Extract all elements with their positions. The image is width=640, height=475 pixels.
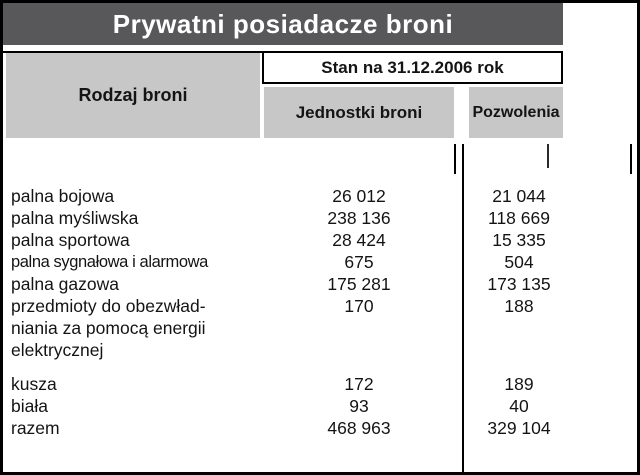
permits-value: 40	[509, 396, 529, 416]
table-row: palna sportowa 28 424 15 335	[3, 229, 637, 251]
row-label: przedmioty do obezwład- niania za pomocą…	[11, 296, 206, 360]
units-value: 175 281	[327, 274, 391, 294]
units-value: 238 136	[327, 208, 391, 228]
table-row: razem 468 963 329 104	[3, 417, 637, 439]
units-value: 28 424	[332, 230, 386, 250]
column-header-rodzaj-broni: Rodzaj broni	[6, 53, 260, 138]
row-label: palna myśliwska	[11, 208, 139, 228]
separator-tick-left	[454, 144, 456, 174]
scan-artifact-line	[547, 144, 549, 168]
column-separator-line	[462, 144, 464, 472]
permits-value: 504	[504, 252, 534, 272]
table-row: kusza 172 189	[3, 373, 637, 395]
table-row: przedmioty do obezwład- niania za pomocą…	[3, 295, 637, 361]
row-label: kusza	[11, 374, 57, 394]
column-header-stan-na: Stan na 31.12.2006 rok	[262, 51, 563, 84]
permits-value: 15 335	[492, 230, 546, 250]
permits-value: 173 135	[487, 274, 551, 294]
permits-value: 329 104	[487, 418, 551, 438]
table-row: palna bojowa 26 012 21 044	[3, 185, 637, 207]
row-label: palna sygnałowa i alarmowa	[11, 253, 208, 271]
permits-value: 118 669	[488, 208, 550, 228]
row-label: palna sportowa	[11, 230, 130, 250]
table-title-bar: Prywatni posiadacze broni	[3, 3, 563, 45]
table-row: palna myśliwska 238 136 118 669	[3, 207, 637, 229]
permits-value: 21 044	[492, 186, 546, 206]
row-label: palna bojowa	[11, 186, 115, 206]
row-label: razem	[11, 418, 60, 438]
row-label: biała	[11, 396, 48, 416]
units-value: 468 963	[327, 418, 391, 438]
table-body: palna bojowa 26 012 21 044 palna myśliws…	[3, 185, 637, 439]
row-label: palna gazowa	[11, 274, 119, 294]
column-header-pozwolenia: Pozwolenia	[469, 87, 563, 138]
table-title: Prywatni posiadacze broni	[112, 8, 454, 39]
units-value: 93	[349, 396, 369, 416]
units-value: 26 012	[332, 186, 386, 206]
units-value: 172	[344, 374, 374, 394]
table-row: biała 93 40	[3, 395, 637, 417]
table-row: palna gazowa 175 281 173 135	[3, 273, 637, 295]
table-row: palna sygnałowa i alarmowa 675 504	[3, 251, 637, 273]
column-header-jednostki-broni: Jednostki broni	[264, 87, 454, 138]
units-value: 170	[344, 296, 374, 316]
units-value: 675	[344, 252, 374, 272]
permits-value: 188	[504, 296, 534, 316]
permits-value: 189	[504, 374, 534, 394]
separator-tick-right	[630, 144, 632, 174]
